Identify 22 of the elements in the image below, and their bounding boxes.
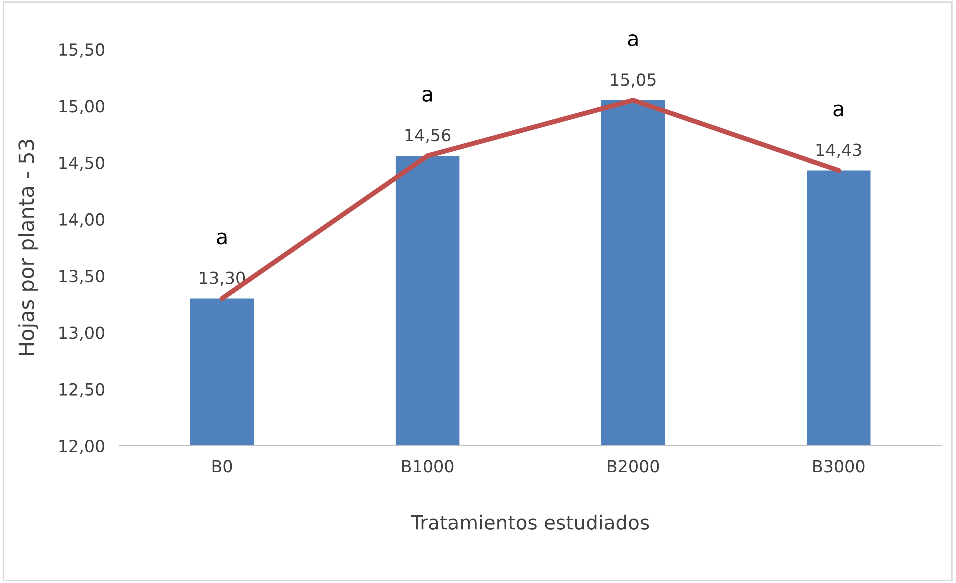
- annotation: a: [834, 104, 844, 117]
- x-tick-label: B1000: [402, 460, 454, 473]
- y-tick-label: 13,50: [60, 270, 105, 284]
- y-tick-label: 12,50: [60, 383, 105, 398]
- x-tick-label: B2000: [608, 460, 660, 473]
- annotation: a: [217, 232, 227, 245]
- data-label: 15,05: [611, 74, 656, 88]
- annotation: a: [422, 90, 432, 102]
- text: a: [628, 34, 638, 46]
- data-label: 14,56: [406, 129, 451, 144]
- data-label: 13,30: [200, 272, 246, 286]
- y-axis-title: Hojas por planta - 53: [18, 140, 38, 356]
- data-label: 14,43: [816, 144, 862, 158]
- x-tick-label: B3000: [814, 460, 865, 473]
- y-tick-label: 15,00: [60, 100, 105, 114]
- y-tick-label: 15,50: [60, 44, 105, 58]
- y-tick-label: 12,00: [60, 440, 105, 454]
- y-tick-label: 13,00: [60, 326, 105, 341]
- x-tick-label: B0: [212, 460, 232, 473]
- y-tick-label: 14,00: [60, 213, 105, 228]
- y-tick-label: 14,50: [60, 156, 105, 172]
- x-axis-title: Tratamientos estudiados: [411, 514, 650, 530]
